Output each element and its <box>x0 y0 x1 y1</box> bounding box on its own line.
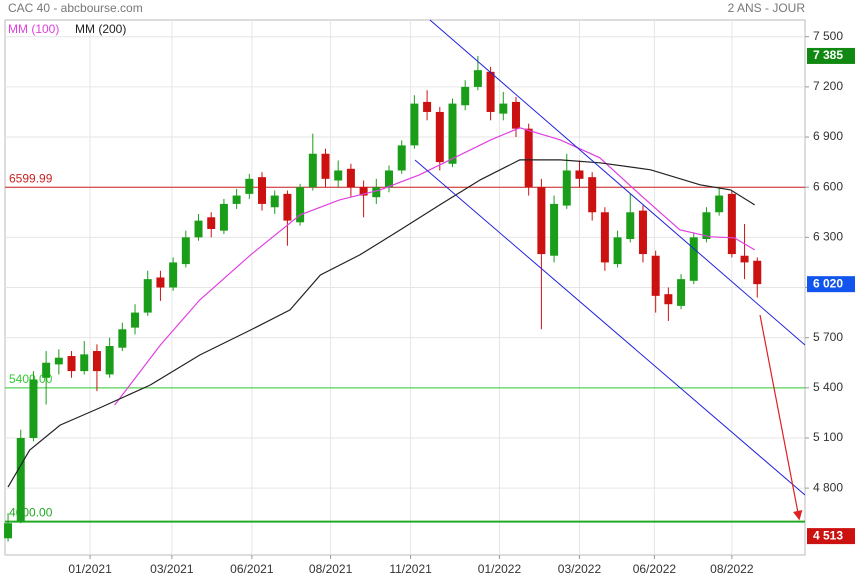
candle-body <box>258 177 267 204</box>
candle-body <box>575 170 584 179</box>
candle-body <box>359 187 368 196</box>
candle-body <box>92 351 101 372</box>
candle-body <box>626 212 635 240</box>
x-tick-label: 11/2021 <box>389 562 432 576</box>
level-label: 6599.99 <box>9 171 53 185</box>
candle-body <box>118 329 127 348</box>
price-marker <box>807 528 855 545</box>
level-label: 4600.00 <box>9 506 53 520</box>
candle-body <box>613 237 622 265</box>
moving-average <box>7 159 756 488</box>
candle-body <box>270 195 279 208</box>
candle-body <box>143 279 152 313</box>
y-tick-label: 5 400 <box>813 380 843 394</box>
candle-body <box>105 346 114 375</box>
x-tick-label: 06/2021 <box>230 562 274 576</box>
price-marker-label: 7 385 <box>813 48 843 62</box>
candle-body <box>321 153 330 179</box>
candle-body <box>435 111 444 163</box>
x-tick-label: 08/2022 <box>710 562 754 576</box>
y-tick-label: 5 700 <box>813 330 843 344</box>
candle-body <box>664 294 673 305</box>
candle-body <box>372 187 381 198</box>
x-tick-label: 06/2022 <box>633 562 677 576</box>
candle-body <box>588 177 597 213</box>
candle-body <box>67 356 76 372</box>
x-tick-label: 01/2021 <box>68 562 112 576</box>
candle-body <box>296 187 305 223</box>
candle-body <box>486 71 495 112</box>
trend-line <box>429 19 806 346</box>
x-tick-label: 03/2021 <box>150 562 194 576</box>
y-tick-label: 6 900 <box>813 129 843 143</box>
candle-body <box>740 255 749 263</box>
candle-body <box>511 101 520 129</box>
candle-body <box>702 212 711 240</box>
price-marker <box>807 47 855 64</box>
candle-body <box>16 437 25 522</box>
candle-body <box>689 237 698 281</box>
level-label: 5400.00 <box>9 372 53 386</box>
candle-body <box>245 178 254 194</box>
price-marker-label: 6 020 <box>813 276 843 290</box>
candle-body <box>524 128 533 188</box>
candle-body <box>4 523 13 539</box>
candle-body <box>346 168 355 188</box>
candle-body <box>562 170 571 206</box>
candle-body <box>448 103 457 164</box>
candle-body <box>385 170 393 188</box>
price-marker <box>807 276 855 293</box>
price-marker-label: 4 513 <box>813 528 843 542</box>
candle-body <box>537 187 546 255</box>
candle-body <box>194 220 203 238</box>
y-tick-label: 7 200 <box>813 79 843 93</box>
candle-body <box>283 193 292 221</box>
candle-body <box>29 379 38 438</box>
candle-body <box>638 210 647 255</box>
candle-body <box>54 357 63 365</box>
candle-body <box>308 153 317 188</box>
candle-body <box>461 86 470 106</box>
candle-body <box>499 103 508 114</box>
candle-body <box>169 262 178 288</box>
legend-entry: MM (100) <box>8 22 59 36</box>
y-tick-label: 5 100 <box>813 430 843 444</box>
x-tick-label: 08/2021 <box>309 562 353 576</box>
candle-body <box>715 195 724 213</box>
candle-body <box>181 237 190 265</box>
candle-body <box>42 362 51 378</box>
x-tick-label: 01/2022 <box>478 562 522 576</box>
candle-body <box>397 145 406 171</box>
legend-entry: MM (200) <box>75 22 126 36</box>
candle-body <box>550 203 559 256</box>
period-label: 2 ANS - JOUR <box>728 1 806 15</box>
candle-body <box>232 195 241 204</box>
moving-average <box>114 127 756 406</box>
candle-body <box>727 193 736 255</box>
candle-body <box>207 217 216 229</box>
chart-title: CAC 40 - abcbourse.com <box>8 1 143 15</box>
candle-body <box>410 103 419 146</box>
candle-body <box>156 277 165 288</box>
target-arrow <box>759 314 803 521</box>
candle-body <box>473 70 482 87</box>
candle-body <box>651 255 660 296</box>
trend-line <box>414 159 806 496</box>
candle-body <box>334 170 343 181</box>
y-tick-label: 7 500 <box>813 29 843 43</box>
y-tick-label: 6 600 <box>813 179 843 193</box>
y-tick-label: 6 300 <box>813 230 843 244</box>
candle-body <box>80 354 89 372</box>
x-tick-label: 03/2022 <box>558 562 602 576</box>
candle-body <box>600 212 609 263</box>
candle-body <box>423 101 432 112</box>
candle-body <box>677 279 686 306</box>
candle-body <box>753 260 762 285</box>
candle-body <box>219 203 228 231</box>
y-tick-label: 4 800 <box>813 480 843 494</box>
candle-body <box>131 312 140 328</box>
